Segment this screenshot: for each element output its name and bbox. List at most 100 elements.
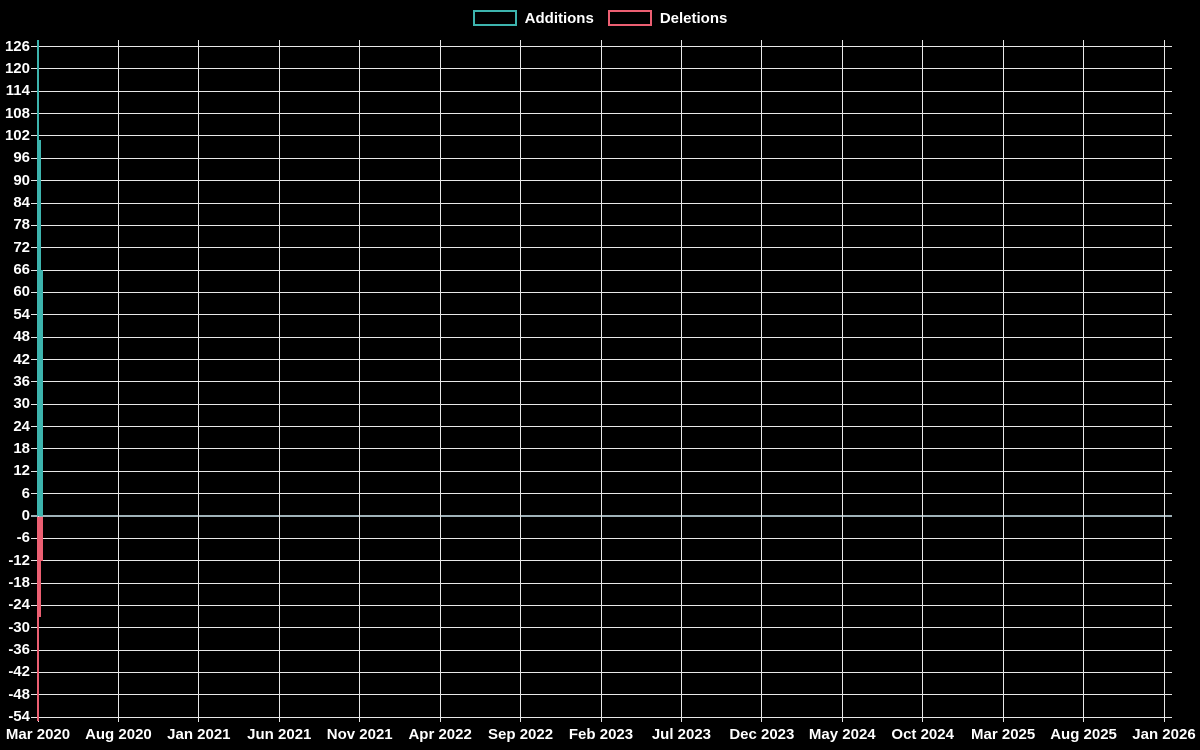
x-tick-label: Apr 2022 xyxy=(408,726,472,743)
y-tick-label: 78 xyxy=(13,216,30,234)
additions-impulse xyxy=(41,270,44,516)
h-gridline xyxy=(31,381,1172,383)
v-gridline xyxy=(680,40,682,722)
y-tick-label: -42 xyxy=(8,663,30,681)
y-tick-label: -54 xyxy=(8,708,30,726)
deletions-legend-label: Deletions xyxy=(659,9,728,27)
v-gridline xyxy=(761,40,763,722)
v-gridline xyxy=(117,40,119,722)
y-tick-label: 96 xyxy=(13,149,30,167)
y-tick-label: 6 xyxy=(21,484,30,502)
h-gridline xyxy=(31,291,1172,293)
v-gridline xyxy=(520,40,522,722)
y-tick-label: 120 xyxy=(4,59,30,77)
v-gridline xyxy=(278,40,280,722)
h-gridline xyxy=(31,560,1172,562)
x-tick-label: Oct 2024 xyxy=(891,726,954,743)
v-gridline xyxy=(198,40,200,722)
y-tick-label: -36 xyxy=(8,641,30,659)
h-gridline xyxy=(31,359,1172,361)
v-gridline xyxy=(1163,40,1165,722)
additions-legend-label: Additions xyxy=(524,9,594,27)
h-gridline xyxy=(31,694,1172,696)
h-gridline xyxy=(31,649,1172,651)
h-gridline xyxy=(31,604,1172,606)
h-gridline xyxy=(31,582,1172,584)
h-gridline xyxy=(31,46,1172,48)
y-tick-label: 12 xyxy=(13,462,30,480)
v-gridline xyxy=(600,40,602,722)
y-tick-label: -12 xyxy=(8,551,30,569)
y-tick-label: 66 xyxy=(13,261,30,279)
h-gridline xyxy=(31,716,1172,718)
x-tick-label: Dec 2023 xyxy=(729,726,795,743)
x-tick-label: Jul 2023 xyxy=(651,726,712,743)
v-gridline xyxy=(922,40,924,722)
y-tick-label: 54 xyxy=(13,305,30,323)
h-gridline xyxy=(31,470,1172,472)
y-tick-label: 48 xyxy=(13,328,30,346)
deletions-impulse xyxy=(38,517,41,617)
h-gridline xyxy=(31,537,1172,539)
h-gridline xyxy=(31,448,1172,450)
h-gridline xyxy=(31,403,1172,405)
h-gridline xyxy=(31,671,1172,673)
y-tick-label: 84 xyxy=(13,194,30,212)
y-tick-label: 90 xyxy=(13,171,30,189)
deletions-legend-swatch xyxy=(607,10,652,26)
h-gridline xyxy=(31,247,1172,249)
y-tick-label: 60 xyxy=(13,283,30,301)
h-gridline xyxy=(31,314,1172,316)
h-gridline xyxy=(31,426,1172,428)
x-tick-label: Jun 2021 xyxy=(247,726,312,743)
y-tick-label: -48 xyxy=(8,685,30,703)
y-tick-label: 36 xyxy=(13,372,30,390)
h-gridline xyxy=(31,113,1172,115)
h-gridline xyxy=(31,90,1172,92)
legend-item-deletions: Deletions xyxy=(607,9,728,27)
v-gridline xyxy=(841,40,843,722)
y-tick-label: 24 xyxy=(13,417,30,435)
h-gridline xyxy=(31,202,1172,204)
v-gridline xyxy=(439,40,441,722)
h-gridline xyxy=(31,157,1172,159)
h-gridline xyxy=(31,336,1172,338)
h-gridline xyxy=(31,493,1172,495)
x-tick-label: Aug 2020 xyxy=(85,726,152,743)
v-gridline xyxy=(1083,40,1085,722)
y-tick-label: 114 xyxy=(5,82,30,100)
zero-gridline xyxy=(31,515,1172,517)
additions-impulse xyxy=(38,139,41,516)
h-gridline xyxy=(31,627,1172,629)
additions-impulse xyxy=(37,40,39,516)
v-gridline xyxy=(1002,40,1004,722)
additions-legend-swatch xyxy=(472,10,517,26)
y-tick-label: -24 xyxy=(8,596,30,614)
v-gridline xyxy=(359,40,361,722)
h-gridline xyxy=(31,68,1172,70)
y-tick-label: -18 xyxy=(8,574,30,592)
x-tick-label: Aug 2025 xyxy=(1050,726,1117,743)
x-tick-label: Mar 2020 xyxy=(5,726,71,743)
h-gridline xyxy=(31,180,1172,182)
x-tick-label: May 2024 xyxy=(808,726,876,743)
deletions-impulse xyxy=(41,517,44,561)
deletions-impulse xyxy=(37,517,39,721)
y-tick-label: 30 xyxy=(13,395,30,413)
h-gridline xyxy=(31,135,1172,137)
x-tick-label: Feb 2023 xyxy=(568,726,634,743)
y-tick-label: 126 xyxy=(4,37,30,55)
y-tick-label: 72 xyxy=(13,238,30,256)
y-tick-label: 18 xyxy=(13,439,30,457)
x-tick-label: Sep 2022 xyxy=(488,726,554,743)
y-tick-label: 102 xyxy=(4,126,30,144)
y-tick-label: 0 xyxy=(21,507,30,524)
chart-legend: Additions Deletions xyxy=(0,8,1200,28)
h-gridline xyxy=(31,224,1172,226)
legend-item-additions: Additions xyxy=(472,9,594,27)
x-tick-label: Mar 2025 xyxy=(971,726,1036,743)
x-tick-label: Nov 2021 xyxy=(326,726,393,743)
h-gridline xyxy=(31,269,1172,271)
y-tick-label: 42 xyxy=(13,350,30,368)
